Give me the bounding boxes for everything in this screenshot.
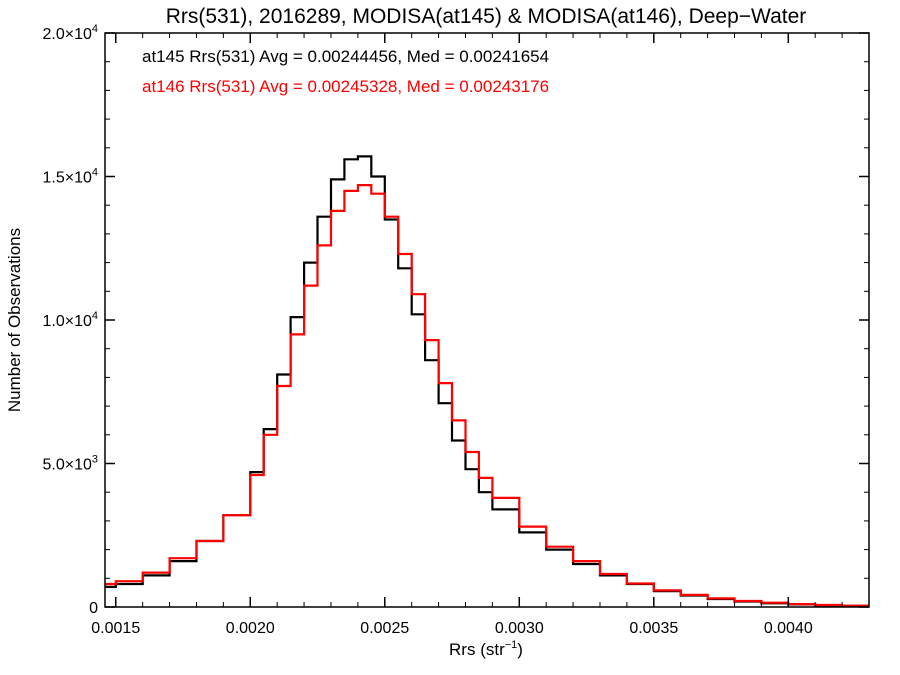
x-tick-label: 0.0040	[764, 620, 813, 637]
x-tick-label: 0.0035	[629, 620, 678, 637]
y-tick-label: 2.0×104	[42, 23, 98, 43]
series-line	[105, 184, 869, 607]
x-axis-label: Rrs (str−1)	[449, 639, 523, 659]
annotation-text: at145 Rrs(531) Avg = 0.00244456, Med = 0…	[142, 47, 549, 66]
x-axis: 0.0015 0.0020 0.0025 0.0030 0.0035 0.0040	[91, 33, 870, 637]
x-tick-label: 0.0025	[360, 620, 409, 637]
y-tick-label: 1.0×104	[42, 310, 98, 330]
x-tick-label: 0.0015	[91, 620, 140, 637]
annotation-text: at146 Rrs(531) Avg = 0.00245328, Med = 0…	[142, 77, 549, 96]
y-tick-label: 1.5×104	[42, 167, 98, 187]
chart-title: Rrs(531), 2016289, MODISA(at145) & MODIS…	[166, 5, 807, 28]
annotations: at145 Rrs(531) Avg = 0.00244456, Med = 0…	[142, 47, 549, 96]
series-layer	[105, 155, 869, 607]
x-tick-label: 0.0030	[495, 620, 544, 637]
y-tick-label: 5.0×103	[42, 454, 98, 474]
x-tick-label: 0.0020	[226, 620, 275, 637]
y-axis: 0 5.0×103 1.0×104 1.5×104 2.0×104	[42, 23, 869, 617]
series-line	[105, 155, 869, 607]
y-axis-label: Number of Observations	[5, 228, 24, 412]
plot-frame	[104, 32, 870, 608]
y-tick-label: 0	[89, 600, 98, 617]
